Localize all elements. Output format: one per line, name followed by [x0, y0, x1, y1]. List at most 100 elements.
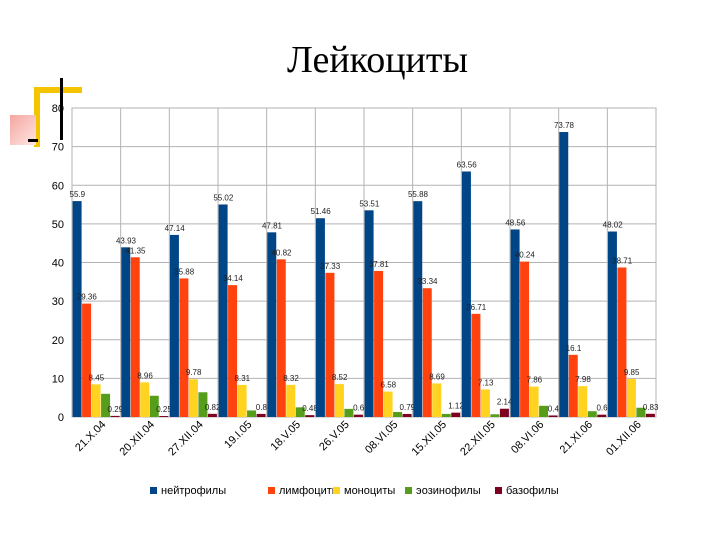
legend-swatch	[268, 487, 275, 494]
data-label: 0.6	[353, 404, 365, 413]
x-tick-label: 08.VI.05	[363, 419, 400, 456]
bar	[101, 393, 111, 417]
x-tick-label: 01.XII.06	[604, 419, 644, 459]
data-label: 29.36	[77, 293, 98, 302]
legend-swatch	[333, 487, 340, 494]
bar	[626, 378, 636, 417]
bar	[587, 411, 597, 417]
bar	[286, 384, 296, 417]
data-label: 43.93	[116, 236, 137, 245]
data-label: 40.24	[515, 251, 536, 260]
data-label: 38.71	[612, 256, 633, 265]
bar	[636, 407, 646, 417]
data-label: 55.02	[213, 193, 234, 202]
bar	[529, 386, 539, 417]
bar	[510, 229, 520, 417]
bar	[344, 408, 354, 417]
data-label: 37.81	[369, 260, 390, 269]
x-tick-label: 21.XI.06	[558, 419, 595, 456]
data-label: 7.13	[478, 378, 494, 387]
data-label: 33.34	[417, 277, 438, 286]
x-tick-label: 08.VI.06	[509, 419, 546, 456]
bar	[471, 313, 481, 417]
data-label: 73.78	[554, 121, 575, 130]
decor-black-dash	[28, 139, 38, 142]
bar	[548, 415, 558, 417]
bar	[413, 201, 423, 417]
y-tick-label: 50	[52, 219, 64, 231]
y-tick-label: 30	[52, 296, 64, 308]
bar	[237, 384, 247, 417]
data-label: 53.51	[359, 199, 380, 208]
bar	[597, 414, 607, 417]
bar	[374, 270, 384, 417]
decor-yellow-bar	[34, 87, 40, 147]
bar	[559, 132, 569, 417]
bar	[499, 408, 509, 417]
data-label: 8.69	[429, 372, 445, 381]
bar	[393, 411, 403, 417]
data-label: 8.31	[235, 374, 251, 383]
bar	[568, 354, 578, 417]
data-label: 0.4	[548, 404, 560, 413]
data-label: 34.14	[223, 274, 244, 283]
data-label: 63.56	[457, 160, 478, 169]
bar	[130, 257, 140, 417]
bar	[169, 234, 179, 417]
y-tick-label: 60	[52, 180, 64, 192]
bar	[353, 414, 363, 417]
bar	[305, 415, 315, 417]
data-label: 8.45	[89, 373, 105, 382]
data-label: 0.79	[400, 403, 416, 412]
data-label: 48.02	[603, 221, 624, 230]
data-label: 26.71	[466, 303, 487, 312]
x-tick-label: 26.V.05	[317, 419, 352, 454]
bar	[325, 272, 335, 417]
bar	[140, 382, 150, 417]
bar	[607, 231, 617, 417]
data-label: 8.52	[332, 373, 348, 382]
data-label: 48.56	[505, 218, 526, 227]
x-tick-label: 15.XII.05	[409, 419, 449, 459]
data-label: 8.96	[137, 371, 153, 380]
bar	[334, 384, 344, 417]
data-label: 55.88	[408, 190, 429, 199]
bar	[441, 413, 451, 417]
legend-label: нейтрофилы	[161, 485, 226, 497]
x-tick-label: 20.XII.04	[117, 419, 157, 459]
bar	[82, 303, 92, 417]
data-label: 7.98	[575, 375, 591, 384]
bar	[520, 261, 530, 417]
y-tick-label: 80	[52, 103, 64, 115]
bar	[228, 285, 238, 417]
bar	[461, 171, 471, 417]
bar	[256, 413, 266, 417]
data-label: 47.81	[262, 221, 283, 230]
data-label: 0.25	[156, 405, 172, 414]
legend-label: эозинофилы	[416, 485, 481, 497]
bar	[432, 383, 442, 417]
data-label: 40.82	[271, 248, 292, 257]
decor-yellow-line	[34, 87, 82, 93]
decor-black-line	[60, 78, 63, 140]
data-label: 0.8	[256, 403, 268, 412]
bar	[383, 391, 393, 417]
data-label: 1.12	[448, 402, 464, 411]
legend-label: лимфоциты	[279, 485, 340, 497]
bar	[159, 416, 169, 417]
bar	[480, 389, 490, 417]
data-label: 35.88	[174, 267, 195, 276]
x-tick-label: 19.I.05	[222, 419, 254, 451]
bar	[207, 413, 217, 417]
data-label: 41.35	[125, 246, 146, 255]
data-label: 9.85	[624, 368, 640, 377]
x-tick-label: 22.XII.05	[458, 419, 498, 459]
data-label: 47.14	[165, 224, 186, 233]
bar	[539, 405, 549, 417]
y-tick-label: 0	[58, 412, 64, 424]
bar	[578, 386, 588, 417]
bar	[72, 201, 82, 417]
bar	[295, 407, 305, 417]
y-tick-label: 70	[52, 142, 64, 154]
